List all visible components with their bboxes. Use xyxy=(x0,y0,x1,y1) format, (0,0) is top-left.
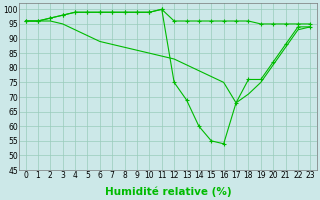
X-axis label: Humidité relative (%): Humidité relative (%) xyxy=(105,186,231,197)
